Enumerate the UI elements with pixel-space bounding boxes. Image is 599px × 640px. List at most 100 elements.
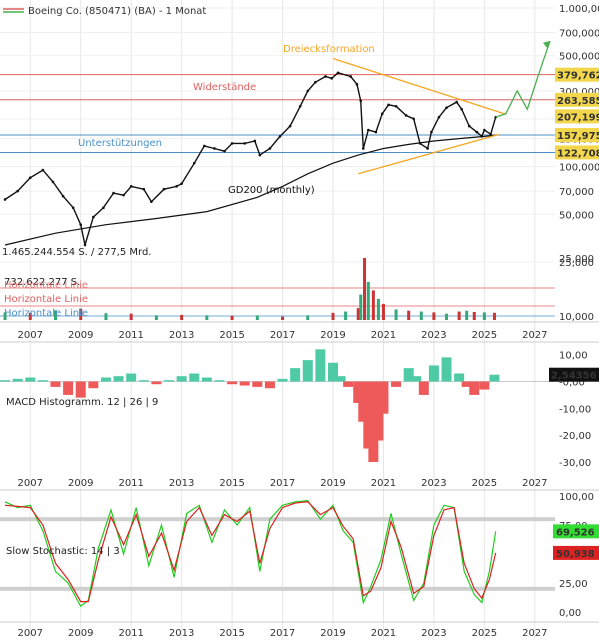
volume-bar <box>457 311 461 320</box>
stoch-k-badge <box>553 524 599 539</box>
price-point <box>243 142 247 145</box>
price-point <box>28 176 32 180</box>
macd-bar <box>37 380 48 382</box>
macd-bar <box>335 376 346 382</box>
macd-bar <box>176 376 187 382</box>
macd-last-value-badge <box>549 367 599 382</box>
price-point <box>192 161 196 165</box>
volume-bar <box>28 312 32 320</box>
macd-bar <box>428 365 439 382</box>
macd-bar <box>461 381 472 387</box>
macd-bar <box>264 381 275 389</box>
macd-x-tick-label: 2011 <box>118 478 143 489</box>
macd-bar <box>411 376 422 382</box>
macd-y-tick-label: 10,00 <box>559 351 588 362</box>
price-point <box>455 100 458 104</box>
macd-bar <box>138 380 149 382</box>
stoch-k-line <box>4 499 497 608</box>
volume-bar <box>230 315 234 320</box>
price-point <box>445 106 448 110</box>
price-x-tick-label: 2021 <box>371 330 396 341</box>
level-badge <box>555 67 599 82</box>
price-point <box>203 144 206 148</box>
volume-bar <box>129 313 133 320</box>
price-point <box>483 128 486 132</box>
price-point <box>142 187 146 191</box>
price-point <box>268 147 272 150</box>
price-point <box>361 147 365 150</box>
volume-bar <box>180 314 184 320</box>
stoch-x-tick-label: 2013 <box>169 628 194 639</box>
price-point <box>467 124 471 128</box>
macd-bar <box>201 377 212 382</box>
price-point <box>426 147 429 150</box>
price-point <box>150 200 153 204</box>
price-line <box>4 72 497 246</box>
macd-y-tick-label: -30,00 <box>559 458 591 469</box>
macd-bar <box>353 381 364 403</box>
stoch-x-tick-label: 2019 <box>320 628 345 639</box>
price-point <box>175 185 178 188</box>
volume-bar <box>205 315 209 320</box>
price-point <box>253 139 257 143</box>
macd-bar <box>368 381 379 462</box>
stoch-x-tick-label: 2015 <box>219 628 244 639</box>
macd-bar <box>50 381 61 387</box>
macd-bar <box>113 376 124 382</box>
price-panel: 25,00050,00070,000100,000150,000200,0003… <box>0 4 599 269</box>
volume-bar <box>3 312 7 320</box>
last-price-badge-label: 207,199 <box>557 112 599 123</box>
stoch-x-tick-label: 2023 <box>421 628 446 639</box>
annotation-supports: Unterstützungen <box>78 138 162 149</box>
volume-bar <box>306 315 310 320</box>
macd-bar <box>214 380 225 382</box>
volume-y-tick-label: 10,000 <box>559 312 594 323</box>
price-point <box>330 77 334 80</box>
price-point <box>314 80 317 84</box>
volume-bar <box>104 313 108 320</box>
price-point <box>489 132 492 136</box>
stoch-d-badge-label: 50,938 <box>556 549 595 560</box>
macd-x-tick-label: 2007 <box>18 478 43 489</box>
annotation-resistances: Widerstände <box>193 82 256 93</box>
price-point <box>16 189 19 193</box>
macd-bar <box>373 381 384 441</box>
macd-bar <box>227 381 238 385</box>
price-point <box>359 99 363 103</box>
volume-legend-1: Horizontale Linie <box>4 280 88 291</box>
macd-bar <box>0 380 11 382</box>
macd-bar <box>363 381 374 449</box>
stoch-x-tick-label: 2007 <box>18 628 43 639</box>
stoch-x-tick-label: 2009 <box>68 628 93 639</box>
price-x-tick-label: 2027 <box>522 330 547 341</box>
price-y-tick-label: 1.000,000 <box>559 4 599 15</box>
macd-last-value-label: 2,54356 <box>551 371 597 382</box>
macd-x-tick-label: 2019 <box>320 478 345 489</box>
price-point <box>367 128 370 132</box>
stoch-x-tick-label: 2017 <box>270 628 295 639</box>
volume-bar <box>419 311 423 320</box>
stoch-d-line <box>4 501 497 603</box>
macd-bar <box>290 368 301 382</box>
macd-bar <box>126 373 137 382</box>
volume-bar <box>381 303 385 320</box>
volume-bar <box>54 310 57 320</box>
stoch-x-tick-label: 2011 <box>118 628 143 639</box>
level-badge <box>555 92 599 107</box>
macd-y-tick-label: -10,00 <box>559 404 591 415</box>
level-badge-label: 379,762 <box>557 71 599 82</box>
price-point <box>355 83 359 86</box>
stoch-x-tick-label: 2027 <box>522 628 547 639</box>
volume-total-label: 1.465.244.554 S. / 277,5 Mrd. <box>2 247 152 258</box>
price-x-tick-label: 2009 <box>68 330 93 341</box>
price-point <box>349 75 352 78</box>
level-badge <box>555 145 599 160</box>
price-x-tick-label: 2025 <box>472 330 497 341</box>
price-point <box>71 206 75 210</box>
volume-bar <box>472 311 476 320</box>
price-y-tick-label: 50,000 <box>559 210 594 221</box>
macd-x-tick-label: 2017 <box>270 478 295 489</box>
price-x-tick-label: 2013 <box>169 330 194 341</box>
macd-y-tick-label: -0,00 <box>559 378 585 389</box>
price-point <box>278 135 282 138</box>
